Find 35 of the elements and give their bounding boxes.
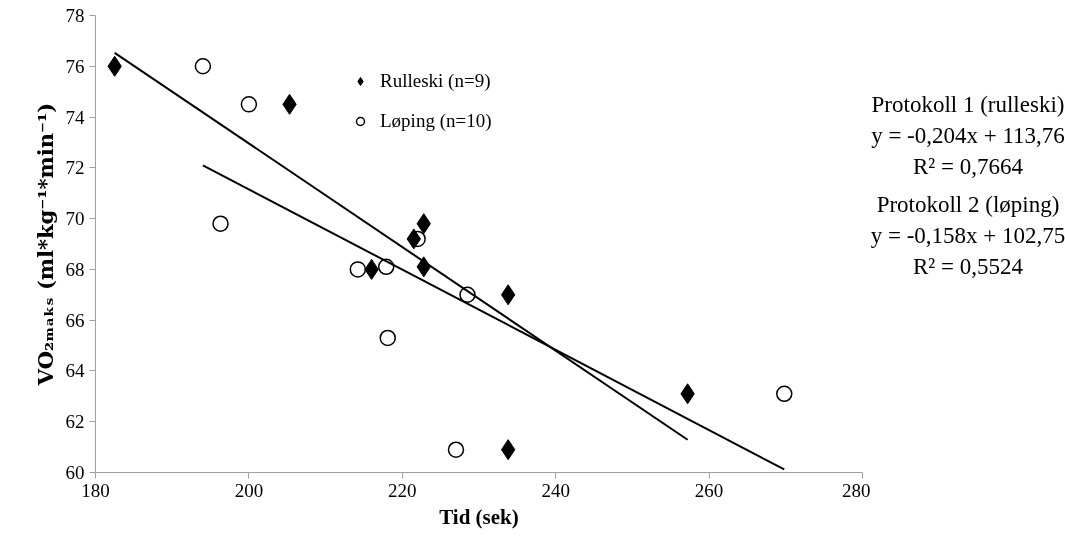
y-tick-label: 66 — [65, 309, 85, 331]
x-tick-label: 200 — [234, 479, 264, 501]
y-tick-label: 64 — [65, 360, 85, 382]
point — [459, 286, 476, 304]
point — [349, 261, 367, 278]
text: R² = 0,7664 — [913, 154, 1024, 180]
point — [447, 441, 465, 458]
y-tick-label: 62 — [65, 411, 85, 433]
text: Protokoll 1 (rulleski) — [871, 92, 1065, 118]
point — [500, 439, 516, 461]
x-tick-label: 260 — [694, 479, 724, 501]
legend-label: Rulleski (n=9) — [380, 70, 491, 92]
text: Protokoll 2 (løping) — [876, 191, 1060, 217]
point — [776, 385, 793, 403]
x-tick-label: 240 — [541, 479, 570, 501]
y-tick-label: 74 — [65, 106, 85, 128]
x-tick-label: 280 — [842, 479, 871, 501]
point — [500, 284, 516, 306]
x-axis-title: Tid (sek) — [439, 504, 519, 529]
text: y = -0,204x + 113,76 — [871, 123, 1065, 149]
text: R² = 0,5524 — [913, 253, 1024, 279]
y-tick-label: 72 — [65, 157, 85, 179]
point — [379, 329, 396, 347]
point — [240, 96, 258, 113]
point — [212, 215, 229, 232]
point — [194, 58, 212, 75]
x-tick-label: 220 — [388, 479, 417, 501]
y-tick-label: 70 — [65, 208, 85, 230]
y-tick-label: 78 — [65, 5, 85, 26]
text: y = -0,158x + 102,75 — [870, 222, 1065, 248]
point — [377, 258, 395, 276]
y-tick-label: 68 — [65, 258, 85, 280]
y-axis-title: VO₂ₘₐₖₛ (ml*kg⁻¹*min⁻¹) — [32, 102, 58, 387]
y-tick-label: 76 — [65, 55, 85, 77]
legend-label: Løping (n=10) — [380, 110, 492, 132]
